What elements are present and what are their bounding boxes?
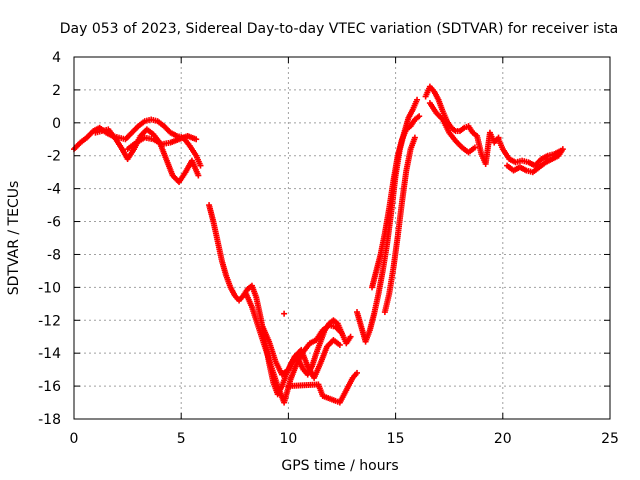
y-tick-label: -12 — [38, 313, 61, 329]
x-tick-label: 10 — [279, 431, 297, 447]
data-point — [197, 162, 204, 169]
data-point — [354, 369, 361, 376]
data-point — [411, 134, 418, 141]
data-point — [559, 146, 566, 153]
y-tick-label: -2 — [47, 149, 61, 165]
y-tick-label: -14 — [38, 346, 61, 362]
y-tick-label: 2 — [52, 83, 61, 99]
axis-ticks — [73, 56, 611, 420]
data-point — [416, 113, 423, 120]
data-point — [339, 330, 345, 337]
grid — [74, 57, 610, 419]
y-tick-label: -4 — [47, 182, 61, 198]
data-point — [347, 333, 354, 340]
y-tick-label: 0 — [52, 116, 61, 132]
y-tick-labels: -18 -16 -14 -12 -10 -8 -6 -4 -2 0 2 4 — [38, 50, 61, 428]
x-axis-title: GPS time / hours — [281, 458, 398, 474]
y-tick-label: -10 — [38, 280, 61, 296]
y-tick-label: -8 — [47, 247, 61, 263]
chart-title: Day 053 of 2023, Sidereal Day-to-day VTE… — [60, 21, 618, 37]
data-points — [71, 83, 566, 406]
x-tick-labels: 0 5 10 15 20 25 — [70, 431, 619, 447]
x-tick-label: 15 — [387, 431, 405, 447]
y-tick-label: -16 — [38, 379, 61, 395]
data-point — [414, 96, 421, 103]
data-point — [193, 136, 200, 143]
data-point — [281, 310, 288, 317]
y-tick-label: -6 — [47, 215, 61, 231]
y-tick-label: -18 — [38, 412, 61, 428]
x-tick-label: 0 — [70, 431, 79, 447]
plot-frame — [73, 56, 611, 420]
data-point — [336, 341, 343, 348]
y-axis-title: SDTVAR / TECUs — [6, 181, 22, 296]
data-point — [471, 144, 478, 151]
x-tick-label: 20 — [494, 431, 512, 447]
x-tick-label: 25 — [601, 431, 619, 447]
data-point — [195, 172, 202, 179]
y-tick-label: 4 — [52, 50, 61, 66]
x-tick-label: 5 — [177, 431, 186, 447]
